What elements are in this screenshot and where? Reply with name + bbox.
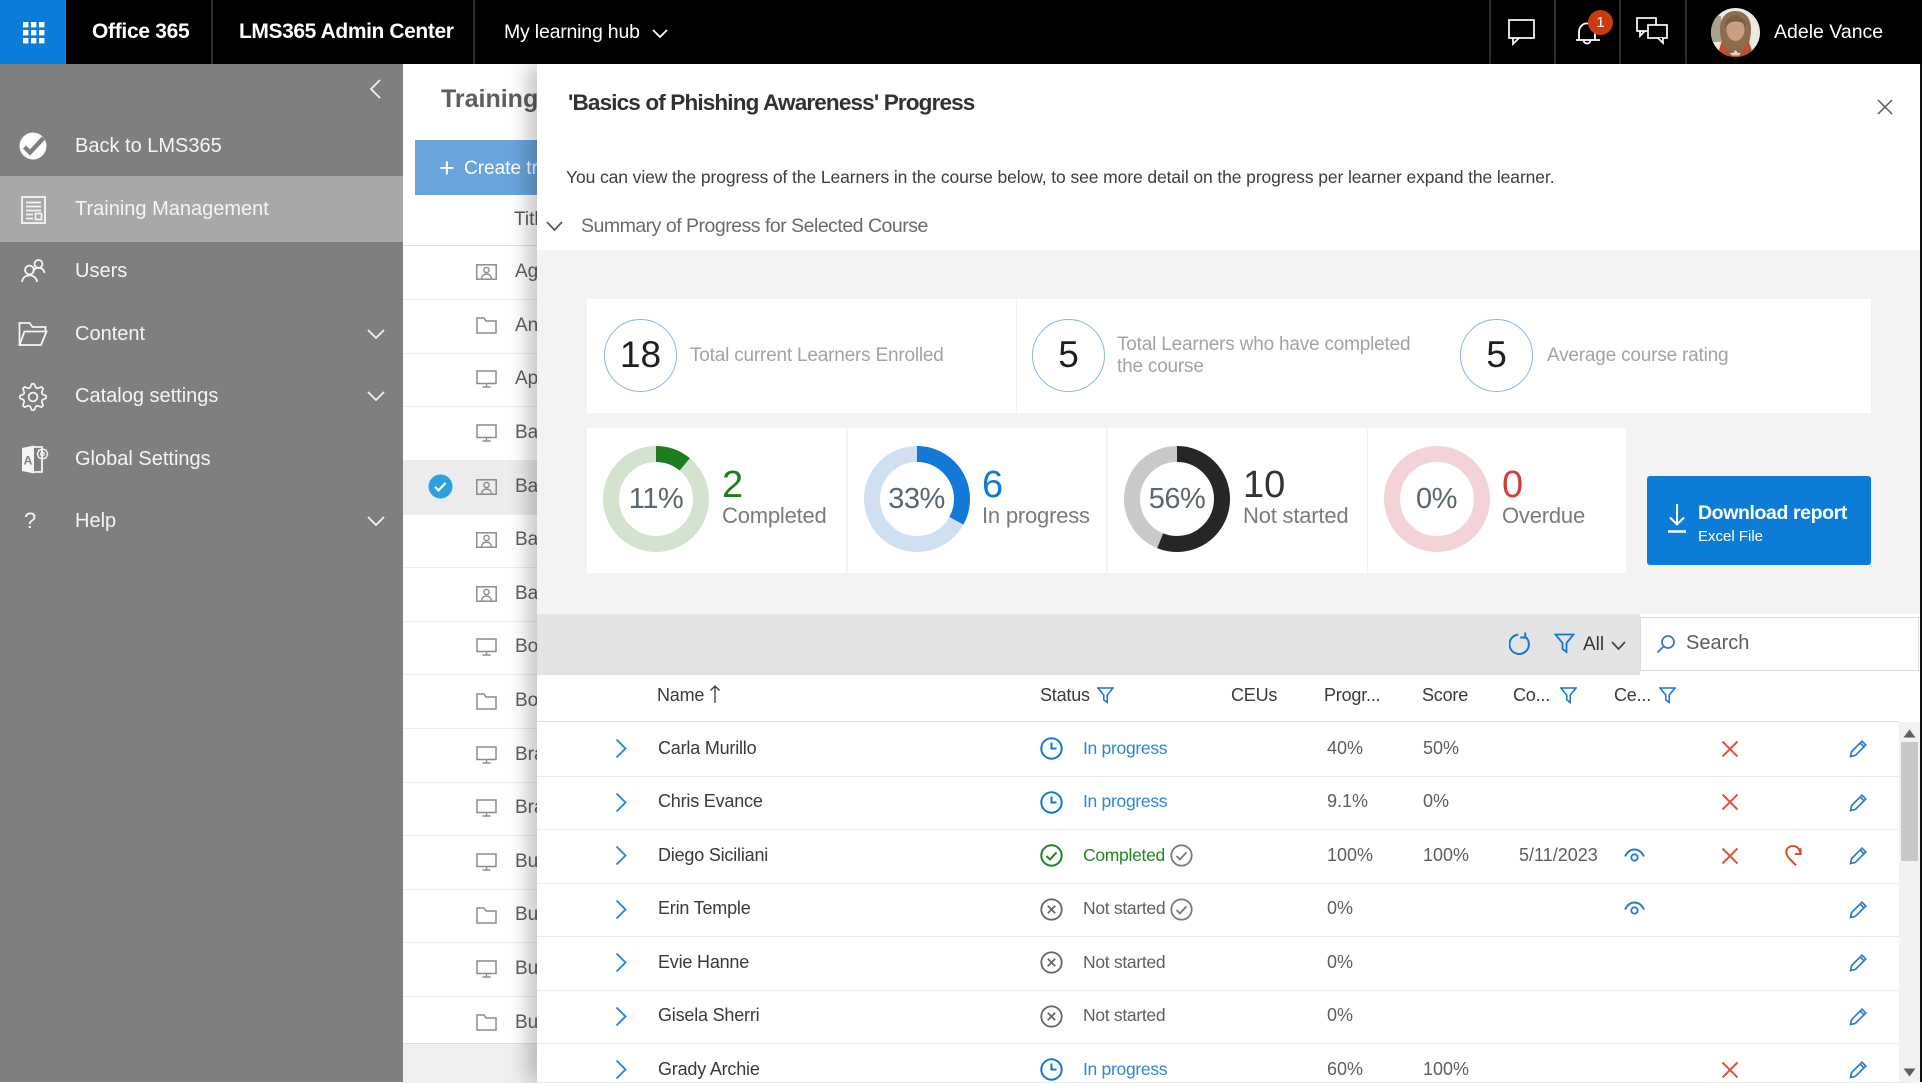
svg-text:A: A	[24, 454, 33, 468]
